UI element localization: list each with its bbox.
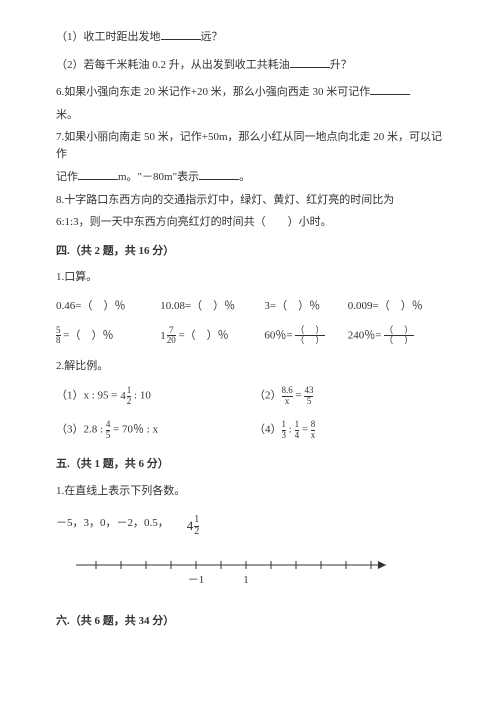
section-6-header: 六.（共 6 题，共 34 分） [56,613,452,630]
fraction: 435 [304,386,313,406]
blank [78,168,118,180]
blank [161,28,201,40]
number-list: －5，3，0，－2，0.5， 412 [56,515,452,537]
cell: 240％= （ ）（ ） [348,326,452,346]
q7: 7.如果小丽向南走 50 米，记作+50m，那么小红从同一地点向北走 20 米，… [56,129,452,162]
mixed-fraction: 412 [120,386,131,406]
q7b: 记作m。"－80m"表示。 [56,168,452,186]
fraction: 8x [311,420,316,440]
blank [290,56,330,68]
fraction: 8.6x [282,386,293,406]
blank [199,168,239,180]
mixed-fraction: 412 [187,515,200,537]
q1: （1）收工时距出发地 远？ [56,28,452,46]
number-values: －5，3，0，－2，0.5， 412 [56,515,452,537]
fraction: （ ）（ ） [295,326,325,346]
q2-tail: 升？ [330,59,352,71]
section-4-header: 四.（共 2 题，共 16 分） [56,243,452,260]
q2-text: （2）若每千米耗油 0.2 升，从出发到收工共耗油 [56,59,290,71]
eq-4: （4）13 : 14 = 8x [254,420,452,440]
fraction: 12 [194,515,199,537]
eq-3: （3）2.8 : 45 = 70％ : x [56,420,254,440]
mixed-fraction: 1720 [160,326,176,346]
s4q2: 2.解比例。 [56,358,452,375]
section-5-header: 五.（共 1 题，共 6 分） [56,456,452,473]
cell: 0.009=（ ）％ [348,298,452,315]
q6b: 米。 [56,107,452,124]
eq-2: （2）8.6x = 435 [254,386,452,406]
q7-text: 7.如果小丽向南走 50 米，记作+50m，那么小红从同一地点向北走 20 米，… [56,131,442,160]
q2: （2）若每千米耗油 0.2 升，从出发到收工共耗油 升？ [56,56,452,74]
calc-row-2: 58 =（ ）％ 1720 =（ ）％ 60％= （ ）（ ） 240％= （ … [56,326,452,346]
cell: 1720 =（ ）％ [160,326,264,346]
cell: 3=（ ）％ [264,298,347,315]
number-line: －1 1 [76,555,396,591]
q6-text: 6.如果小强向东走 20 米记作+20 米，那么小强向西走 30 米可记作 [56,86,370,98]
cell: 10.08=（ ）％ [160,298,264,315]
cell: 0.46=（ ）％ [56,298,160,315]
q1-text: （1）收工时距出发地 [56,31,161,43]
blank [370,83,410,95]
tick-label-neg1: －1 [188,574,205,586]
tick-label-1: 1 [243,574,249,586]
cell: 60％= （ ）（ ） [264,326,347,346]
s4q1: 1.口算。 [56,269,452,286]
eq-1: （1）x : 95 = 412 : 10 [56,386,254,406]
eq-row-1: （1）x : 95 = 412 : 10 （2）8.6x = 435 [56,386,452,406]
fraction: 720 [167,326,176,346]
q6: 6.如果小强向东走 20 米记作+20 米，那么小强向西走 30 米可记作 [56,83,452,101]
q8a: 8.十字路口东西方向的交通指示灯中，绿灯、黄灯、红灯亮的时间比为 [56,192,452,209]
eq-row-2: （3）2.8 : 45 = 70％ : x （4）13 : 14 = 8x [56,420,452,440]
fraction: （ ）（ ） [384,326,414,346]
cell: 58 =（ ）％ [56,326,160,346]
q8b: 6:1:3，则一天中东西方向亮红灯的时间共（ ）小时。 [56,214,452,231]
calc-row-1: 0.46=（ ）％ 10.08=（ ）％ 3=（ ）％ 0.009=（ ）％ [56,298,452,315]
q1-tail: 远？ [201,31,223,43]
q7b-a: 记作 [56,171,78,183]
s5q1: 1.在直线上表示下列各数。 [56,483,452,500]
